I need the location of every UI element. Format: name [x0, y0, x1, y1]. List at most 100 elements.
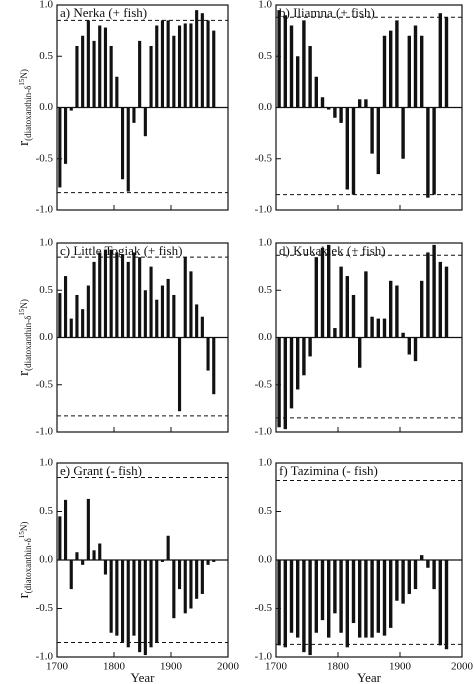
y-label-sub: (diatoxanthin-δ: [23, 86, 33, 141]
bar: [212, 560, 216, 562]
x-tick-label: 2000: [451, 661, 474, 673]
bar: [395, 20, 399, 108]
y-tick-label: -1.0: [36, 204, 54, 216]
bar: [413, 25, 418, 108]
bar: [426, 560, 430, 568]
y-tick-label: 1.0: [258, 457, 272, 469]
bar: [132, 252, 136, 338]
y-tick-label: 0.5: [258, 284, 272, 296]
bar: [413, 560, 418, 590]
bar: [75, 46, 79, 108]
bar: [81, 35, 85, 108]
x-axis-label: Year: [357, 670, 382, 684]
y-tick-label: -1.0: [36, 651, 54, 663]
bar: [351, 294, 356, 338]
bar: [103, 249, 108, 338]
y-label-end: N): [19, 69, 29, 79]
bar: [92, 261, 96, 338]
bar: [138, 40, 142, 108]
y-label-sup: 15: [18, 78, 26, 86]
bar: [189, 560, 193, 609]
y-label-main: r: [16, 593, 32, 598]
y-label-sub: (diatoxanthin-δ: [23, 538, 33, 593]
bar: [444, 266, 449, 338]
bar: [388, 560, 393, 628]
y-tick-label: -1.0: [255, 426, 273, 438]
bar: [438, 261, 443, 338]
bar: [177, 337, 182, 412]
bar: [200, 316, 204, 338]
bar: [357, 560, 362, 638]
bar: [81, 560, 85, 565]
bar: [155, 299, 159, 338]
y-tick-label: 0.0: [258, 331, 272, 343]
bar: [138, 257, 142, 338]
bar: [212, 30, 216, 108]
panel-title: b) Iliamna (+ fish): [279, 5, 375, 20]
bar: [357, 99, 362, 108]
y-tick-label: -0.5: [36, 602, 54, 614]
bar: [333, 560, 337, 614]
x-tick-label: 1700: [265, 661, 288, 673]
bar: [432, 560, 436, 590]
bar: [69, 318, 73, 338]
x-tick-label: 1800: [327, 661, 350, 673]
bar: [120, 107, 125, 180]
bar: [160, 560, 165, 562]
y-tick-label: 1.0: [39, 0, 53, 11]
bar: [149, 560, 153, 648]
bar: [438, 13, 443, 108]
y-tick-label: 0.0: [258, 554, 272, 566]
bar: [126, 107, 130, 192]
bar: [308, 560, 312, 656]
bar: [339, 107, 343, 123]
bar: [333, 107, 337, 118]
bar: [183, 23, 187, 108]
y-tick-label: -0.5: [255, 152, 273, 164]
bar: [357, 337, 362, 368]
y-label-sup: 15: [18, 531, 26, 539]
bar: [333, 328, 337, 338]
bar: [395, 560, 399, 601]
bar: [295, 337, 300, 390]
y-label-sub: (diatoxanthin-δ: [23, 316, 33, 371]
bar: [86, 498, 90, 560]
bar: [438, 560, 443, 646]
bar: [166, 535, 170, 560]
bar: [126, 560, 130, 648]
bar: [395, 285, 399, 338]
bar: [376, 318, 381, 338]
bar: [69, 107, 73, 111]
y-axis-label: r(diatoxanthin-δ15N): [16, 69, 33, 146]
y-tick-label: -0.5: [255, 602, 273, 614]
y-tick-label: 0.5: [258, 50, 272, 62]
y-tick-label: 0.5: [39, 50, 53, 62]
y-tick-label: 1.0: [39, 237, 53, 249]
y-tick-label: 0.5: [258, 505, 272, 517]
bar: [388, 280, 393, 338]
bar: [98, 25, 102, 108]
bar: [407, 337, 412, 355]
bar: [132, 107, 136, 123]
bar: [444, 560, 449, 650]
bar: [143, 107, 147, 137]
bar: [86, 285, 90, 338]
bar: [58, 293, 62, 338]
bar: [376, 560, 381, 633]
bar: [58, 516, 62, 560]
bar: [81, 309, 85, 338]
bar: [206, 20, 210, 108]
bar: [413, 337, 418, 362]
bar: [277, 560, 281, 646]
bar: [166, 20, 170, 108]
bar: [155, 25, 159, 108]
bar: [345, 560, 350, 648]
bar: [115, 76, 119, 108]
bar: [120, 560, 125, 643]
bar: [339, 266, 343, 338]
x-tick-label: 1800: [103, 661, 126, 673]
bar: [339, 560, 343, 633]
bar: [382, 35, 387, 108]
bar: [109, 249, 113, 338]
